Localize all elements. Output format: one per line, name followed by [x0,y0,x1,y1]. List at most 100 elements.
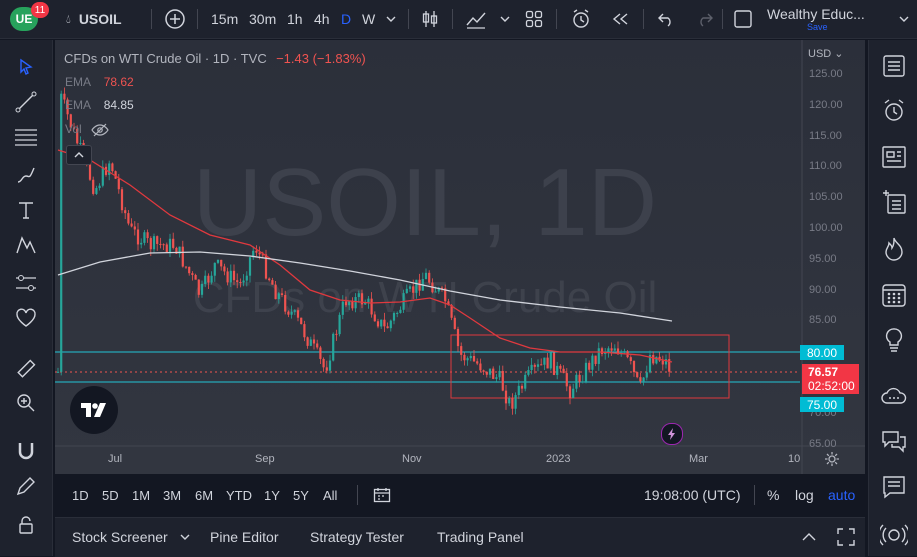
layout-dropdown[interactable] [899,0,909,38]
notes-button[interactable] [869,470,917,504]
undo-icon [658,13,671,27]
range-5y[interactable]: 5Y [293,478,309,512]
zoom-tool[interactable] [0,388,52,418]
hotlists-button[interactable] [869,232,917,266]
magnet-tool[interactable] [0,436,52,466]
alert-button[interactable] [570,0,592,38]
range-6m[interactable]: 6M [195,478,213,512]
replay-button[interactable] [610,0,630,38]
tradingview-logo[interactable] [70,386,118,434]
range-ytd[interactable]: YTD [226,478,252,512]
currency-selector[interactable]: USD ⌄ [808,47,844,60]
auto-label: auto [828,487,856,503]
fib-tool[interactable] [0,122,52,152]
range-1d[interactable]: 1D [72,478,89,512]
goto-date-button[interactable] [373,478,391,512]
time-axis[interactable]: Jul Sep Nov 2023 Mar 10 [55,447,800,473]
time-label: Nov [402,453,422,465]
interval-1h[interactable]: 1h [287,0,303,38]
interval-4h[interactable]: 4h [314,0,330,38]
news-button[interactable] [869,140,917,174]
pattern-tool[interactable] [0,230,52,260]
chat-bubbles-icon [881,431,906,453]
compare-add-button[interactable] [164,0,186,38]
chevron-up-icon [74,152,84,158]
trend-line-icon [15,91,37,113]
notification-badge: 11 [31,2,49,18]
trendline-tool[interactable] [0,87,52,117]
collapse-legend-button[interactable] [66,145,92,165]
data-window-button[interactable] [869,185,917,219]
indicators-dropdown[interactable] [500,0,510,38]
cursor-tool[interactable] [0,52,52,82]
eye-hidden-icon[interactable] [91,123,109,137]
interval-d[interactable]: D [341,0,351,38]
range-5d[interactable]: 5D [102,478,119,512]
divider [151,9,152,29]
tab-stock-screener[interactable]: Stock Screener [72,517,190,556]
layout-name-block[interactable]: Wealthy Educ... Save [767,6,897,36]
price-tick: 125.00 [809,68,843,80]
undo-button[interactable] [657,0,675,38]
interval-w[interactable]: W [362,0,375,38]
bar-countdown: 02:52:00 [808,379,855,393]
indicators-button[interactable] [465,0,487,38]
panel-expand-button[interactable] [802,517,816,556]
chart-type-button[interactable] [420,0,440,38]
layout-button[interactable] [733,0,753,38]
percent-scale-toggle[interactable]: % [767,478,779,512]
drawing-toolbar [0,40,53,556]
drop-icon: 💧︎ [66,11,71,26]
volume-legend[interactable]: Vol [65,122,109,137]
square-icon [734,10,752,28]
redo-button[interactable] [696,0,714,38]
event-marker[interactable] [661,423,683,445]
chart-settings-button[interactable] [824,451,840,472]
lightbulb-icon [885,328,902,352]
interval-30m[interactable]: 30m [249,0,276,38]
divider [722,9,723,29]
range-3m[interactable]: 3M [163,478,181,512]
lock-tool[interactable] [0,510,52,540]
calendar-button[interactable] [869,278,917,312]
range-all[interactable]: All [323,478,337,512]
fullscreen-button[interactable] [837,517,855,556]
timezone-clock[interactable]: 19:08:00 (UTC) [644,478,740,512]
streams-button[interactable] [869,380,917,414]
indicators-icon [466,12,486,29]
chat-cloud-icon [880,387,906,404]
interval-15m[interactable]: 15m [211,0,238,38]
interval-label: 30m [249,11,277,27]
interval-dropdown[interactable] [386,0,396,38]
gear-icon [825,452,839,466]
ema-legend-1[interactable]: EMA 78.62 [65,75,134,89]
tab-strategy-tester[interactable]: Strategy Tester [310,517,404,556]
alerts-button[interactable] [869,94,917,128]
series-legend[interactable]: CFDs on WTI Crude Oil · 1D · TVC −1.43 (… [64,51,366,66]
icon-tool[interactable] [0,303,52,333]
log-scale-toggle[interactable]: log [795,478,814,512]
stay-drawing-tool[interactable] [0,471,52,501]
measure-tool[interactable] [0,354,52,384]
range-label: YTD [226,487,252,503]
symbol-search[interactable]: 💧︎ USOIL [66,0,122,38]
range-1m[interactable]: 1M [132,478,150,512]
divider [408,9,409,29]
brush-tool[interactable] [0,160,52,190]
ema-legend-2[interactable]: EMA 84.85 [65,98,134,112]
watchlist-button[interactable] [869,49,917,83]
auto-scale-toggle[interactable]: auto [828,478,855,512]
templates-button[interactable] [525,0,543,38]
range-1y[interactable]: 1Y [264,478,280,512]
prediction-tool[interactable] [0,268,52,298]
tab-trading-panel[interactable]: Trading Panel [437,517,524,556]
tab-pine-editor[interactable]: Pine Editor [210,517,278,556]
range-label: 1D [72,487,89,503]
text-tool[interactable] [0,195,52,225]
help-button[interactable] [869,518,917,552]
bottom-panel-bar [55,517,865,557]
currency-label: USD [808,48,832,60]
chats-button[interactable] [869,424,917,458]
ideas-button[interactable] [869,323,917,357]
chart-pane[interactable] [55,40,865,474]
